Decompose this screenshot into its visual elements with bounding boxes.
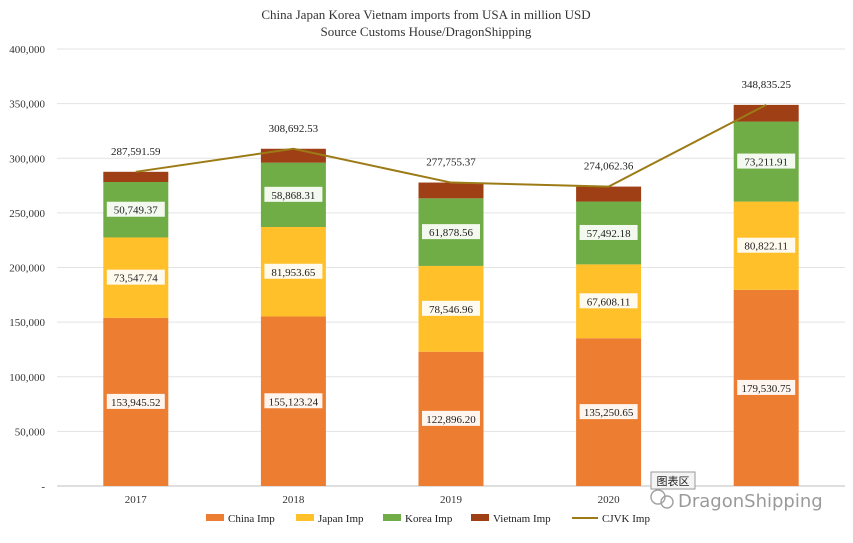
y-tick-label: 200,000 — [9, 263, 45, 275]
y-tick-label: 300,000 — [9, 153, 45, 165]
data-label-box — [264, 393, 323, 409]
line-data-label: 348,835.25 — [741, 79, 791, 91]
bar-segment — [733, 104, 799, 122]
legend-label: CJVK Imp — [602, 513, 650, 525]
data-label: 81,953.65 — [271, 267, 316, 279]
data-label-box — [737, 379, 796, 395]
chart-subtitle: Source Customs House/DragonShipping — [321, 24, 532, 39]
legend-label: Japan Imp — [318, 513, 364, 525]
data-label-box — [106, 393, 165, 409]
data-label-box — [737, 153, 796, 169]
total-line — [135, 104, 767, 188]
legend-swatch — [296, 514, 314, 521]
y-tick-label: 250,000 — [9, 208, 45, 220]
y-tick-label: 150,000 — [9, 317, 45, 329]
legend-swatch — [206, 514, 224, 521]
data-label-box — [422, 224, 480, 240]
data-label: 58,868.31 — [271, 190, 315, 202]
bar-segment — [260, 148, 326, 163]
data-label: 155,123.24 — [269, 396, 319, 408]
x-tick-label: 2018 — [282, 494, 305, 506]
data-label: 153,945.52 — [111, 397, 161, 409]
data-label: 122,896.20 — [426, 414, 476, 426]
wechat-icon — [650, 489, 674, 509]
data-label: 78,546.96 — [429, 304, 474, 316]
y-tick-label: 50,000 — [15, 426, 46, 438]
y-tick-label: 350,000 — [9, 99, 45, 111]
line-data-label: 308,692.53 — [269, 123, 319, 135]
data-label-box — [579, 224, 638, 240]
data-label: 61,878.56 — [429, 227, 474, 239]
legend-swatch — [471, 514, 489, 521]
line-data-label: 274,062.36 — [584, 161, 634, 173]
data-label: 73,211.91 — [744, 157, 788, 169]
line-data-label: 277,755.37 — [426, 157, 476, 169]
data-label-box — [579, 293, 638, 309]
line-data-label: 287,591.59 — [111, 146, 161, 158]
data-label: 50,749.37 — [114, 205, 159, 217]
y-tick-label: - — [41, 481, 45, 493]
legend-label: Korea Imp — [405, 513, 453, 525]
bar-segment — [103, 171, 169, 183]
data-label: 80,822.11 — [744, 241, 788, 253]
wechat-icon-bubble-right — [660, 495, 674, 509]
data-label-box — [422, 410, 480, 426]
data-label-box — [737, 237, 796, 253]
data-label: 135,250.65 — [584, 407, 634, 419]
legend-label: China Imp — [228, 513, 275, 525]
data-label: 179,530.75 — [741, 383, 791, 395]
x-tick-label: 2019 — [440, 494, 463, 506]
data-label-box — [579, 404, 638, 420]
x-tick-label: 2017 — [125, 494, 148, 506]
data-label-box — [106, 201, 165, 217]
data-label-box — [106, 269, 165, 285]
x-tick-label: 2020 — [598, 494, 621, 506]
data-label: 57,492.18 — [587, 228, 632, 240]
chart-area-tooltip — [650, 471, 696, 490]
chart-title: China Japan Korea Vietnam imports from U… — [261, 7, 590, 22]
data-label: 67,608.11 — [587, 296, 631, 308]
data-label-box — [264, 186, 323, 202]
data-label-box — [264, 263, 323, 279]
bar-segment — [418, 182, 484, 199]
watermark: DragonShipping — [678, 491, 823, 512]
bar-segment — [576, 186, 642, 202]
y-tick-label: 400,000 — [9, 44, 45, 56]
legend-swatch — [383, 514, 401, 521]
chart-area-tooltip-text: 图表区 — [657, 474, 690, 488]
data-label: 73,547.74 — [114, 273, 159, 285]
data-label-box — [422, 300, 480, 316]
y-tick-label: 100,000 — [9, 372, 45, 384]
legend-label: Vietnam Imp — [493, 513, 551, 525]
